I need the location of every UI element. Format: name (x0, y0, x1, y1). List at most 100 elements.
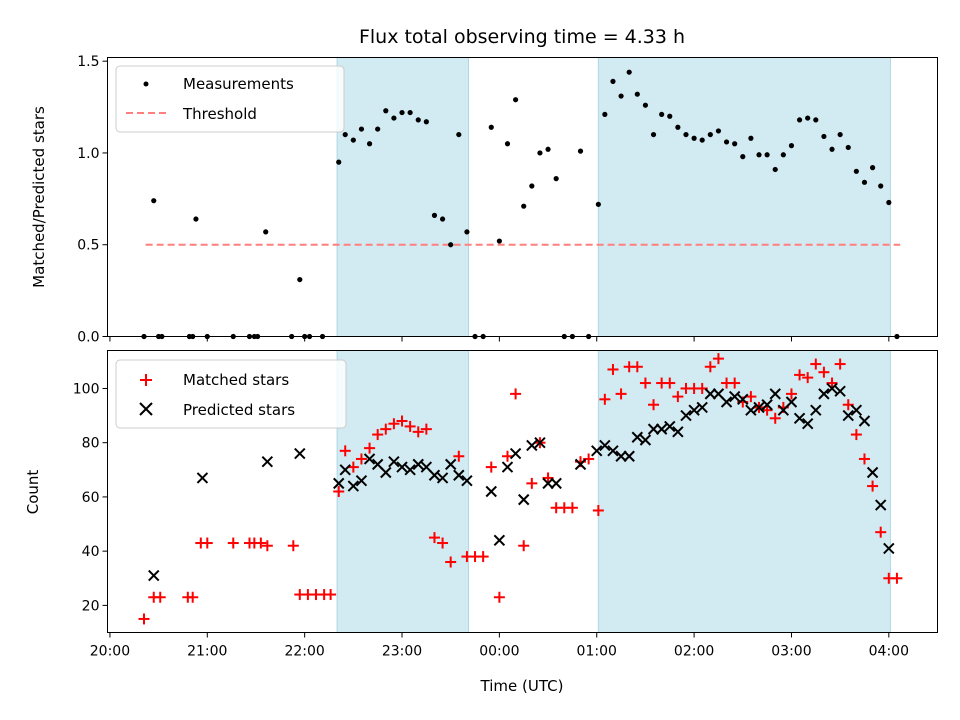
predicted-star-stroke-b (574, 458, 587, 471)
matched-star-point (187, 591, 199, 603)
shaded-interval-2 (597, 57, 891, 337)
predicted-star-point (761, 399, 773, 411)
matched-star-point (875, 526, 887, 538)
measurement-point (342, 131, 348, 138)
predicted-star-point (493, 534, 506, 547)
measurement-point (263, 229, 269, 235)
matched-star-point (227, 537, 239, 549)
measurement-point (375, 126, 381, 132)
bottom-axes-frame (107, 350, 938, 633)
predicted-star-stroke-b (858, 415, 871, 427)
measurement-point (715, 128, 722, 134)
predicted-star-stroke-b (810, 404, 822, 416)
predicted-star-stroke-b (842, 409, 854, 422)
predicted-star-stroke-b (672, 426, 684, 438)
legend-matched-label: Matched stars (183, 371, 289, 389)
measurement-point (415, 117, 421, 123)
matched-star-point (615, 388, 627, 400)
predicted-star-point (550, 477, 562, 490)
matched-star-point (810, 358, 822, 370)
predicted-star-point (148, 569, 160, 582)
y-tick-label: 0.0 (77, 330, 99, 346)
predicted-star-point (818, 388, 830, 400)
predicted-star-stroke-b (347, 480, 360, 492)
matched-star-point (510, 388, 522, 400)
predicted-star-point (688, 404, 700, 416)
predicted-star-point (664, 420, 676, 433)
predicted-star-stroke-b (818, 388, 830, 400)
predicted-star-point (793, 412, 806, 424)
measurement-point (659, 111, 665, 118)
predicted-star-stroke-b (501, 461, 514, 473)
top-axes-frame (107, 57, 938, 337)
predicted-star-point (453, 469, 465, 481)
predicted-star-point (866, 466, 879, 479)
measurement-point (529, 183, 535, 189)
matched-star-point (380, 423, 392, 435)
predicted-star-point (294, 447, 306, 460)
measurement-point (391, 115, 397, 121)
predicted-star-stroke-b (696, 401, 708, 414)
predicted-star-point (810, 404, 822, 416)
measurement-point (764, 152, 770, 158)
predicted-star-point (680, 409, 692, 422)
predicted-star-stroke-b (793, 412, 806, 424)
top-x-ticks (109, 336, 890, 342)
measurement-point (626, 69, 632, 75)
measurement-point (553, 176, 559, 182)
predicted-star-point (737, 393, 749, 406)
predicted-star-point (647, 423, 660, 435)
predicted-star-point (672, 426, 684, 438)
measurement-point (805, 115, 811, 121)
predicted-star-point (591, 445, 603, 457)
matched-star-point (769, 412, 781, 424)
bottom-x-ticks: 20:00 21:00 22:00 23:00 00:00 01:00 02:00 03:00… (90, 632, 909, 660)
predicted-star-stroke-b (339, 464, 351, 476)
predicted-star-point (883, 542, 895, 555)
predicted-star-stroke-b (453, 469, 465, 481)
predicted-star-point (615, 450, 627, 462)
matched-star-point (648, 399, 660, 411)
top-y-axis-label: Matched/Predicted stars (30, 106, 48, 288)
predicted-star-stroke-b (444, 458, 457, 471)
predicted-star-stroke-b (883, 542, 895, 555)
matched-star-point (493, 591, 505, 603)
predicted-star-point (355, 474, 368, 487)
matched-star-point (261, 540, 273, 552)
measurement-point (595, 201, 601, 207)
predicted-star-stroke-b (404, 464, 416, 476)
measurement-point (513, 97, 519, 103)
legend-measurements-label: Measurements (183, 75, 294, 93)
measurement-point (431, 212, 438, 218)
predicted-star-stroke-b (534, 436, 546, 449)
measurement-point (821, 133, 827, 140)
matched-star-point (347, 461, 359, 473)
matched-star-point (599, 393, 611, 405)
predicted-star-point (412, 458, 424, 471)
matched-star-point (664, 377, 676, 389)
measurement-point (878, 183, 884, 189)
predicted-star-stroke-b (647, 423, 660, 435)
matched-star-point (453, 450, 465, 462)
measurement-point (707, 131, 713, 138)
x-tick-label: 21:00 (187, 644, 227, 660)
matched-star-point (867, 480, 879, 492)
predicted-star-point (874, 499, 887, 511)
predicted-star-stroke-b (436, 472, 449, 484)
predicted-star-point (850, 404, 863, 416)
predicted-star-point (339, 464, 351, 476)
predicted-star-stroke-b (550, 477, 562, 490)
predicted-star-point (753, 401, 765, 414)
measurement-point (683, 131, 689, 138)
matched-star-point (631, 361, 643, 373)
predicted-star-point (261, 455, 274, 468)
matched-star-point (518, 540, 530, 552)
measurement-point (456, 131, 462, 138)
predicted-star-stroke-b (294, 447, 306, 460)
chart-title: Flux total observing time = 4.33 h (359, 26, 685, 48)
measurement-point (869, 165, 876, 171)
predicted-star-stroke-b (834, 385, 846, 397)
bottom-legend: Matched stars Predicted stars (115, 359, 347, 429)
y-tick-label: 60 (82, 490, 100, 506)
legend-predicted-label: Predicted stars (183, 401, 295, 419)
